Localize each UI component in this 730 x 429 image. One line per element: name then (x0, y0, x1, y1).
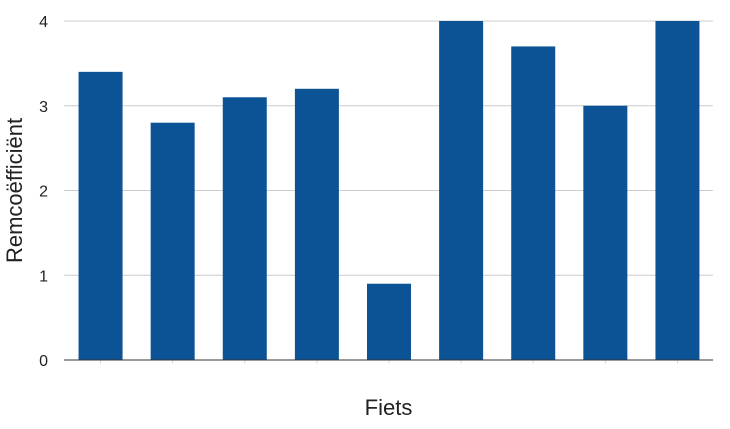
bar-6 (439, 21, 484, 360)
bars (78, 21, 700, 361)
y-axis-title: Remcoëfficiënt (2, 118, 27, 263)
y-tick-label-4: 4 (39, 14, 48, 31)
y-tick-label-2: 2 (39, 184, 48, 201)
y-tick-label-1: 1 (39, 268, 48, 285)
bar-5 (367, 283, 411, 360)
x-axis-title: Fiets (365, 395, 413, 420)
bar-4 (294, 88, 339, 361)
bar-7 (511, 46, 556, 361)
bar-1 (78, 71, 123, 360)
y-tick-label-3: 3 (39, 99, 48, 116)
y-tick-label-0: 0 (39, 353, 48, 370)
bar-9 (655, 21, 700, 360)
y-tick-labels: 0 1 2 3 4 (39, 14, 48, 370)
bar-3 (222, 97, 267, 361)
bar-8 (583, 105, 628, 360)
axes (64, 359, 713, 364)
bar-2 (150, 122, 195, 360)
